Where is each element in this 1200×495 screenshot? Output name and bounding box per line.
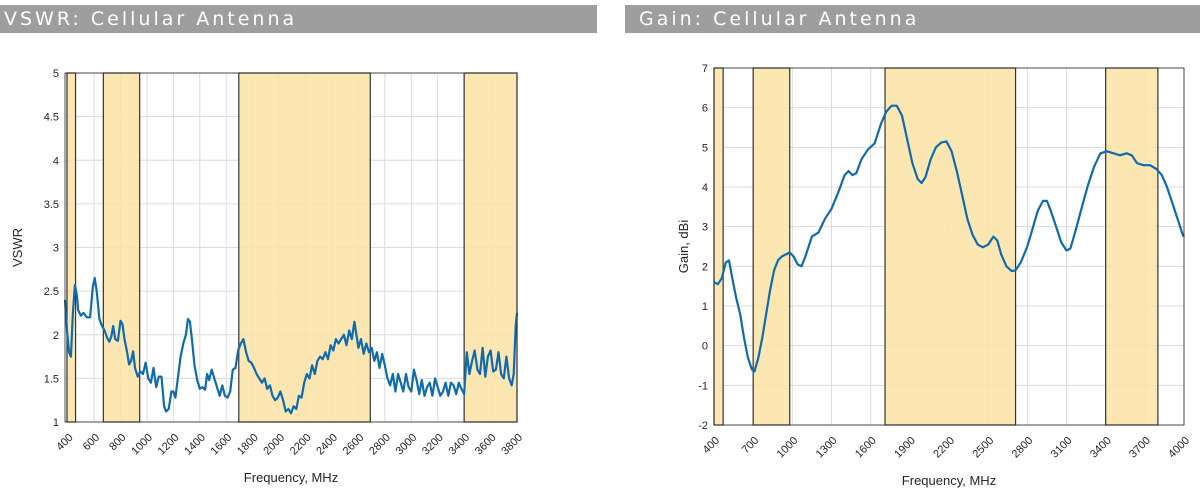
vswr-xtick-label: 800 bbox=[107, 432, 128, 453]
vswr-ytick-label: 4 bbox=[53, 155, 59, 167]
vswr-ytick-label: 2.5 bbox=[44, 286, 59, 298]
gain-xtick-label: 1600 bbox=[853, 435, 879, 461]
gain-band-2 bbox=[884, 67, 1017, 426]
vswr-ytick-label: 2 bbox=[53, 330, 59, 342]
vswr-band-0 bbox=[66, 72, 77, 423]
gain-xtick-label: 2200 bbox=[931, 435, 957, 461]
vswr-xtick-label: 1600 bbox=[209, 432, 235, 458]
vswr-band-1 bbox=[102, 72, 141, 423]
gain-xtick-label: 4000 bbox=[1166, 435, 1192, 461]
gain-xtick-label: 2500 bbox=[970, 435, 996, 461]
vswr-chart: 1 1.5 2 2.5 3 3.5 4 4.5 5 400 600 800 1000 1200 1400 16… bbox=[10, 68, 525, 485]
gain-xtick-label: 3400 bbox=[1088, 435, 1114, 461]
vswr-xtick-label: 3600 bbox=[473, 432, 499, 458]
gain-xtick-label: 400 bbox=[701, 435, 722, 456]
gain-xtick-label: 3100 bbox=[1049, 435, 1075, 461]
vswr-xtick-label: 2400 bbox=[314, 432, 340, 458]
vswr-xtick-label: 2200 bbox=[288, 432, 314, 458]
vswr-xtick-label: 600 bbox=[81, 432, 102, 453]
vswr-xtick-label: 400 bbox=[54, 432, 75, 453]
gain-chart-title: Gain: Cellular Antenna bbox=[625, 5, 1200, 33]
gain-ytick-label: 4 bbox=[702, 182, 708, 194]
vswr-xtick-label: 2600 bbox=[341, 432, 367, 458]
vswr-ytick-label: 1.5 bbox=[44, 373, 59, 385]
vswr-panel: VSWR: Cellular Antenna 1 1.5 2 2.5 3 3.5 4 4.5 5… bbox=[0, 5, 597, 485]
gain-xtick-label: 2800 bbox=[1010, 435, 1036, 461]
gain-xtick-label: 1900 bbox=[892, 435, 918, 461]
vswr-xtick-label: 1800 bbox=[235, 432, 261, 458]
gain-band-0 bbox=[713, 67, 724, 426]
vswr-band-2 bbox=[238, 72, 371, 423]
gain-ytick-label: -2 bbox=[698, 420, 708, 432]
vswr-axes-box bbox=[64, 72, 518, 423]
vswr-xtick-label: 3200 bbox=[420, 432, 446, 458]
vswr-ytick-label: 5 bbox=[53, 68, 59, 80]
gain-ytick-label: 2 bbox=[702, 261, 708, 273]
vswr-ytick-label: 3 bbox=[53, 243, 59, 255]
gain-xtick-label: 1300 bbox=[814, 435, 840, 461]
vswr-xtick-label: 3000 bbox=[394, 432, 420, 458]
gain-band-3 bbox=[1105, 67, 1159, 426]
gain-panel: Gain: Cellular Antenna -2 -1 0 1 2 3 4 5 6 7 400 70… bbox=[600, 0, 1200, 495]
vswr-y-axis-label: VSWR bbox=[10, 228, 25, 267]
vswr-chart-title: VSWR: Cellular Antenna bbox=[0, 5, 597, 33]
gain-y-axis-label: Gain, dBi bbox=[676, 220, 691, 274]
vswr-x-axis-label: Frequency, MHz bbox=[244, 470, 338, 485]
vswr-xtick-label: 2000 bbox=[261, 432, 287, 458]
vswr-xtick-label: 3400 bbox=[446, 432, 472, 458]
gain-band-1 bbox=[752, 67, 791, 426]
gain-ytick-label: 0 bbox=[702, 341, 708, 353]
vswr-xtick-label: 1400 bbox=[182, 432, 208, 458]
gain-xtick-label: 1000 bbox=[775, 435, 801, 461]
gain-ytick-label: -1 bbox=[698, 380, 708, 392]
gain-ytick-label: 1 bbox=[702, 301, 708, 313]
gain-series-line bbox=[713, 104, 1185, 373]
gain-axes-box bbox=[713, 67, 1185, 426]
gain-ytick-label: 5 bbox=[702, 142, 708, 154]
vswr-ytick-label: 1 bbox=[53, 417, 59, 429]
vswr-xtick-label: 2800 bbox=[367, 432, 393, 458]
gain-ytick-label: 7 bbox=[702, 63, 708, 75]
gain-xtick-label: 3700 bbox=[1127, 435, 1153, 461]
gain-x-axis-label: Frequency, MHz bbox=[902, 473, 996, 488]
vswr-series-line bbox=[63, 276, 519, 415]
vswr-xtick-label: 1200 bbox=[156, 432, 182, 458]
gain-chart: -2 -1 0 1 2 3 4 5 6 7 400 700 1000 1300 1600 1900 2200 25… bbox=[676, 63, 1192, 488]
gain-xtick-label: 700 bbox=[740, 435, 761, 456]
gain-ytick-label: 6 bbox=[702, 103, 708, 115]
vswr-xtick-label: 1000 bbox=[129, 432, 155, 458]
vswr-xtick-label: 3800 bbox=[499, 432, 525, 458]
vswr-ytick-label: 3.5 bbox=[44, 199, 59, 211]
gain-ytick-label: 3 bbox=[702, 222, 708, 234]
vswr-ytick-label: 4.5 bbox=[44, 112, 59, 124]
